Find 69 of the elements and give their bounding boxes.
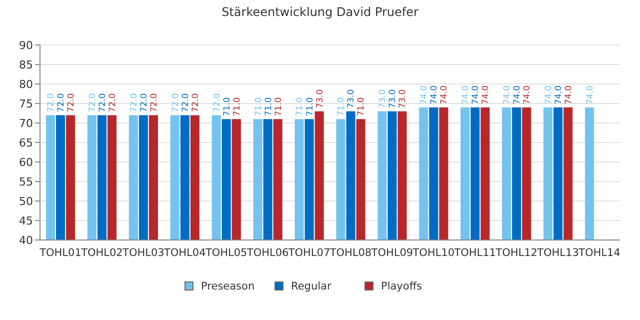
data-label: 73.0 (388, 89, 398, 108)
data-label: 71.0 (295, 97, 306, 116)
data-label: 74.0 (461, 85, 472, 104)
data-label: 72.0 (180, 93, 191, 112)
data-label: 73.0 (315, 89, 326, 108)
x-tick-label: TOHL03 (122, 247, 164, 259)
data-label: 72.0 (129, 93, 140, 112)
data-label: 73.0 (346, 89, 357, 108)
data-label: 74.0 (481, 85, 492, 104)
y-tick-label: 60 (19, 156, 33, 169)
data-label: 71.0 (274, 97, 284, 116)
data-label: 74.0 (430, 85, 440, 104)
data-label: 72.0 (108, 93, 118, 112)
legend-label: Regular (291, 280, 332, 293)
data-label: 71.0 (305, 97, 316, 116)
legend-label: Preseason (201, 280, 255, 293)
data-label: 71.0 (336, 97, 347, 116)
data-label: 74.0 (440, 85, 450, 104)
data-label: 72.0 (98, 93, 108, 112)
x-tick-label: TOHL04 (163, 247, 206, 259)
data-label: 71.0 (356, 97, 367, 116)
data-label: 71.0 (264, 97, 274, 116)
x-tick-label: TOHL10 (412, 247, 455, 259)
y-tick-label: 45 (19, 214, 33, 228)
data-label: 74.0 (544, 85, 554, 104)
data-label: 74.0 (585, 85, 596, 104)
x-tick-label: TOHL01 (38, 247, 82, 259)
legend-label: Playoffs (381, 280, 422, 293)
data-label: 72.0 (149, 93, 160, 112)
x-tick-label: TOHL05 (204, 247, 248, 259)
data-label: 72.0 (56, 93, 66, 112)
data-label: 71.0 (254, 97, 264, 116)
chart-title: Stärkeentwicklung David Pruefer (222, 5, 418, 19)
data-label: 72.0 (212, 93, 222, 112)
x-tick-label: TOHL11 (453, 247, 496, 259)
y-tick-label: 90 (19, 38, 33, 52)
y-tick-label: 70 (19, 116, 33, 130)
y-tick-label: 80 (19, 78, 33, 91)
x-tick-label: TOHL14 (578, 247, 621, 259)
x-tick-label: TOHL09 (370, 247, 414, 259)
data-label: 72.0 (190, 93, 201, 112)
data-label: 72.0 (46, 93, 56, 112)
x-tick-label: TOHL08 (328, 247, 372, 259)
x-tick-label: TOHL12 (494, 247, 538, 259)
data-label: 74.0 (420, 85, 430, 104)
y-tick-label: 40 (19, 234, 33, 247)
data-label: 74.0 (512, 85, 523, 104)
data-label: 72.0 (88, 93, 98, 112)
y-tick-label: 55 (19, 175, 33, 188)
data-label: 74.0 (471, 85, 482, 104)
data-label: 73.0 (398, 89, 408, 108)
data-label: 73.0 (378, 89, 388, 108)
x-tick-label: TOHL06 (246, 247, 290, 259)
data-label: 74.0 (564, 85, 574, 104)
y-tick-label: 65 (19, 136, 33, 150)
x-tick-label: TOHL07 (287, 247, 330, 259)
data-label: 72.0 (139, 93, 150, 112)
y-tick-label: 50 (19, 194, 33, 208)
data-label: 74.0 (522, 85, 533, 104)
data-label: 74.0 (554, 85, 564, 104)
x-tick-label: TOHL13 (536, 247, 579, 259)
data-label: 72.0 (170, 93, 181, 112)
data-label: 71.0 (222, 97, 232, 116)
data-label: 71.0 (232, 97, 242, 116)
y-tick-label: 75 (19, 97, 33, 110)
y-tick-label: 85 (19, 58, 33, 72)
x-tick-label: TOHL02 (80, 247, 123, 259)
data-label: 74.0 (502, 85, 513, 104)
data-label: 72.0 (66, 93, 77, 112)
